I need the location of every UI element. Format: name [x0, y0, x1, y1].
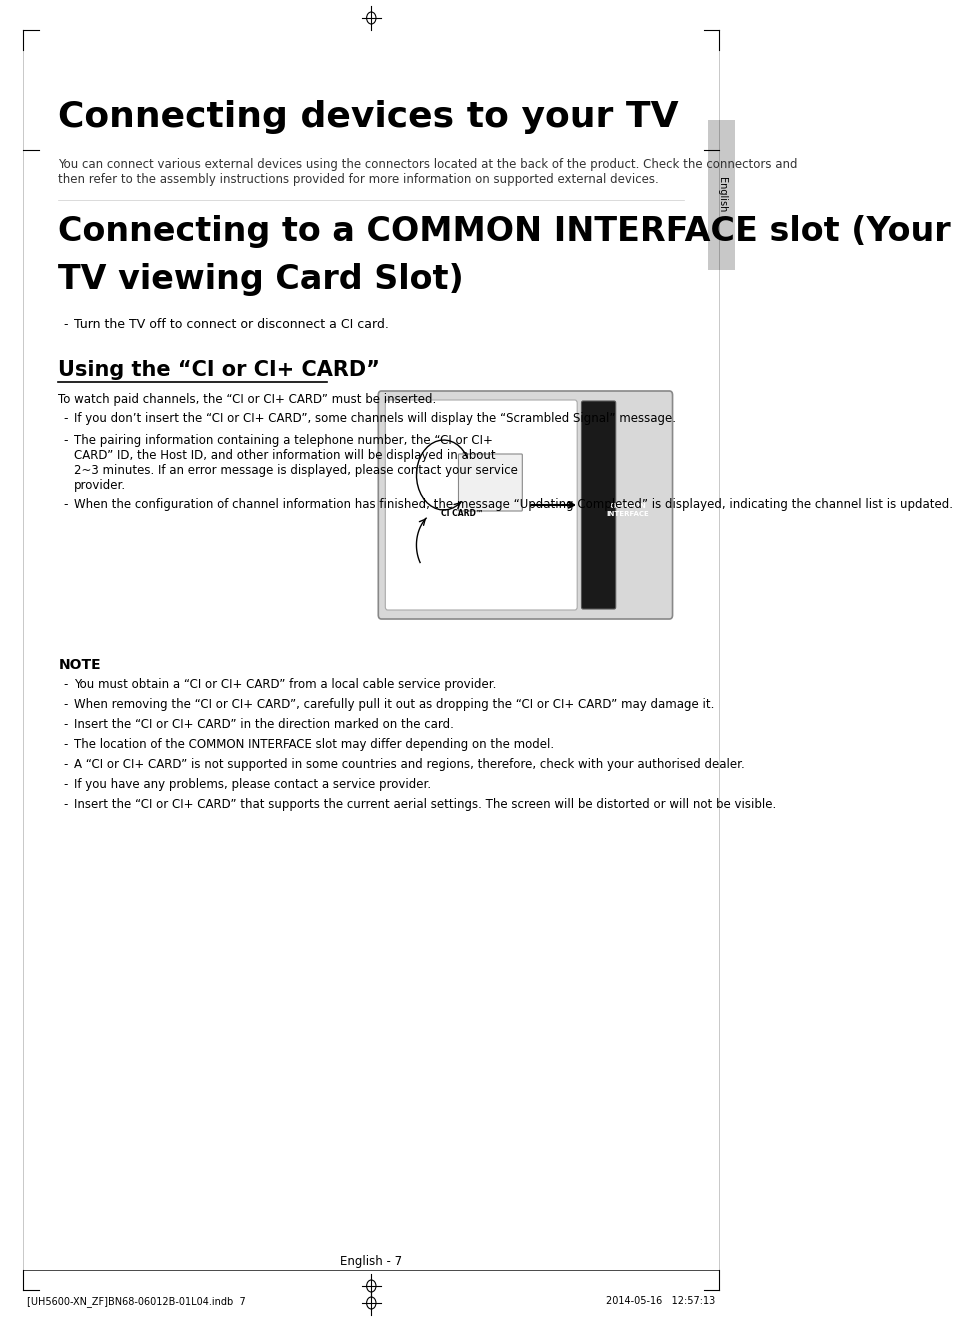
FancyBboxPatch shape — [708, 120, 734, 269]
Text: [UH5600-XN_ZF]BN68-06012B-01L04.indb  7: [UH5600-XN_ZF]BN68-06012B-01L04.indb 7 — [28, 1296, 246, 1306]
Text: -: - — [64, 738, 68, 752]
Text: Turn the TV off to connect or disconnect a CI card.: Turn the TV off to connect or disconnect… — [74, 318, 389, 332]
Text: Using the “CI or CI+ CARD”: Using the “CI or CI+ CARD” — [58, 361, 380, 380]
Text: English: English — [716, 177, 726, 213]
Text: Insert the “CI or CI+ CARD” in the direction marked on the card.: Insert the “CI or CI+ CARD” in the direc… — [74, 719, 454, 731]
Text: English - 7: English - 7 — [340, 1255, 402, 1268]
Text: NOTE: NOTE — [58, 658, 101, 672]
Text: You can connect various external devices using the connectors located at the bac: You can connect various external devices… — [58, 159, 797, 186]
FancyBboxPatch shape — [581, 402, 615, 609]
Text: CI CARD™: CI CARD™ — [440, 509, 483, 518]
Text: -: - — [64, 798, 68, 811]
Text: When removing the “CI or CI+ CARD”, carefully pull it out as dropping the “CI or: When removing the “CI or CI+ CARD”, care… — [74, 697, 714, 711]
Text: A “CI or CI+ CARD” is not supported in some countries and regions, therefore, ch: A “CI or CI+ CARD” is not supported in s… — [74, 758, 744, 771]
Text: Connecting to a COMMON INTERFACE slot (Your: Connecting to a COMMON INTERFACE slot (Y… — [58, 215, 950, 248]
Text: -: - — [64, 719, 68, 731]
FancyBboxPatch shape — [378, 391, 672, 620]
Text: Insert the “CI or CI+ CARD” that supports the current aerial settings. The scree: Insert the “CI or CI+ CARD” that support… — [74, 798, 776, 811]
Text: -: - — [64, 697, 68, 711]
Text: -: - — [64, 678, 68, 691]
Text: To watch paid channels, the “CI or CI+ CARD” must be inserted.: To watch paid channels, the “CI or CI+ C… — [58, 394, 436, 406]
Text: The location of the COMMON INTERFACE slot may differ depending on the model.: The location of the COMMON INTERFACE slo… — [74, 738, 554, 752]
FancyBboxPatch shape — [458, 454, 521, 511]
Text: -: - — [64, 758, 68, 771]
Text: The pairing information containing a telephone number, the “CI or CI+
CARD” ID, : The pairing information containing a tel… — [74, 435, 517, 491]
Text: -: - — [64, 412, 69, 425]
Text: 2014-05-16   12:57:13: 2014-05-16 12:57:13 — [605, 1296, 715, 1306]
FancyBboxPatch shape — [385, 400, 577, 610]
Text: If you have any problems, please contact a service provider.: If you have any problems, please contact… — [74, 778, 431, 791]
Text: Connecting devices to your TV: Connecting devices to your TV — [58, 100, 679, 133]
Text: You must obtain a “CI or CI+ CARD” from a local cable service provider.: You must obtain a “CI or CI+ CARD” from … — [74, 678, 496, 691]
Text: COMMON
INTERFACE: COMMON INTERFACE — [606, 503, 648, 517]
Text: -: - — [64, 318, 69, 332]
Text: -: - — [64, 778, 68, 791]
Text: -: - — [64, 498, 69, 511]
Text: -: - — [64, 435, 69, 446]
Text: When the configuration of channel information has finished, the message “Updatin: When the configuration of channel inform… — [74, 498, 952, 511]
Text: TV viewing Card Slot): TV viewing Card Slot) — [58, 263, 464, 296]
Text: If you don’t insert the “CI or CI+ CARD”, some channels will display the “Scramb: If you don’t insert the “CI or CI+ CARD”… — [74, 412, 676, 425]
